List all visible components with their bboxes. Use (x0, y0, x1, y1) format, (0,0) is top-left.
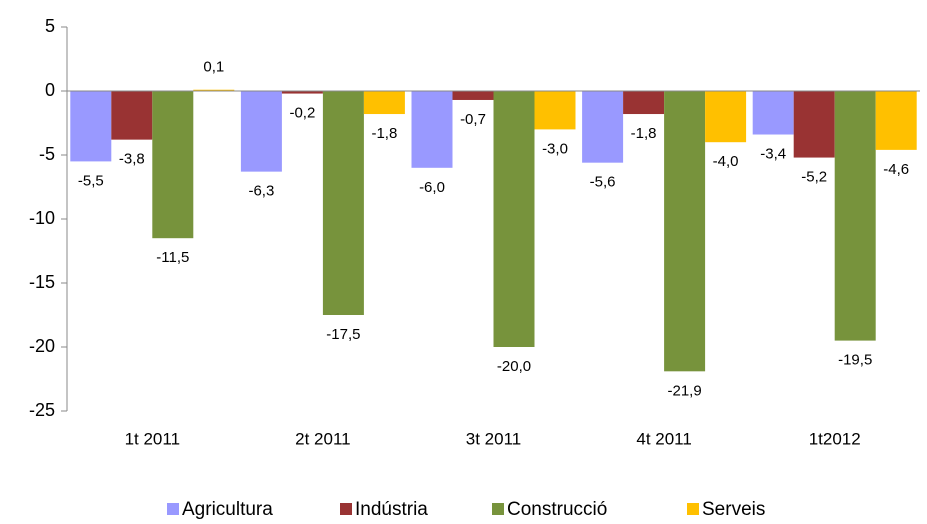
value-label: -3,0 (542, 140, 568, 157)
legend-label: Construcció (507, 499, 607, 520)
bar (193, 89, 235, 91)
y-tick-label: -10 (29, 208, 55, 228)
value-label: -0,2 (289, 105, 315, 122)
legend-swatch (167, 503, 179, 515)
bar (322, 91, 364, 315)
bar (875, 91, 917, 150)
bar (623, 91, 665, 115)
bar (752, 91, 794, 135)
legend-swatch (687, 503, 699, 515)
value-label: -6,3 (248, 183, 274, 200)
y-tick-label: -25 (29, 400, 55, 420)
bar (793, 91, 835, 158)
y-tick-label: -15 (29, 272, 55, 292)
value-label: -19,5 (838, 352, 872, 369)
y-tick-label: 5 (45, 16, 55, 36)
value-label: 0,1 (203, 59, 224, 76)
bar (834, 91, 876, 341)
bar (582, 91, 624, 163)
bar (363, 91, 405, 115)
bar (152, 91, 194, 239)
bar (452, 91, 494, 100)
value-label: -4,6 (883, 161, 909, 178)
value-label: -5,2 (801, 169, 827, 186)
bar (411, 91, 453, 168)
x-tick-label: 4t 2011 (636, 429, 691, 448)
value-label: -1,8 (631, 125, 657, 142)
y-tick-label: 0 (45, 80, 55, 100)
legend-label: Indústria (355, 499, 428, 520)
y-tick-label: -20 (29, 336, 55, 356)
value-label: -6,0 (419, 179, 445, 196)
value-label: -5,5 (78, 172, 104, 189)
x-tick-label: 3t 2011 (466, 429, 521, 448)
value-label: -5,6 (590, 174, 616, 191)
value-label: -4,0 (713, 153, 739, 170)
value-label: -17,5 (326, 326, 360, 343)
bar (534, 91, 576, 130)
value-label: -0,7 (460, 111, 486, 128)
bar (705, 91, 747, 143)
legend-swatch (340, 503, 352, 515)
bar (111, 91, 153, 140)
value-label: -21,9 (667, 382, 701, 399)
value-label: -1,8 (371, 125, 397, 142)
value-label: -20,0 (497, 358, 531, 375)
bar (664, 91, 706, 372)
value-label: -3,4 (760, 145, 786, 162)
legend-swatch (492, 503, 504, 515)
bar (70, 91, 112, 162)
bar (281, 91, 323, 94)
value-label: -3,8 (119, 151, 145, 168)
y-tick-label: -5 (39, 144, 55, 164)
legend-label: Serveis (702, 499, 765, 520)
x-tick-label: 1t2012 (809, 429, 861, 448)
legend-label: Agricultura (182, 499, 273, 520)
bar (240, 91, 282, 172)
x-tick-label: 2t 2011 (295, 429, 350, 448)
x-tick-label: 1t 2011 (125, 429, 180, 448)
bar (493, 91, 535, 347)
value-label: -11,5 (156, 249, 189, 266)
